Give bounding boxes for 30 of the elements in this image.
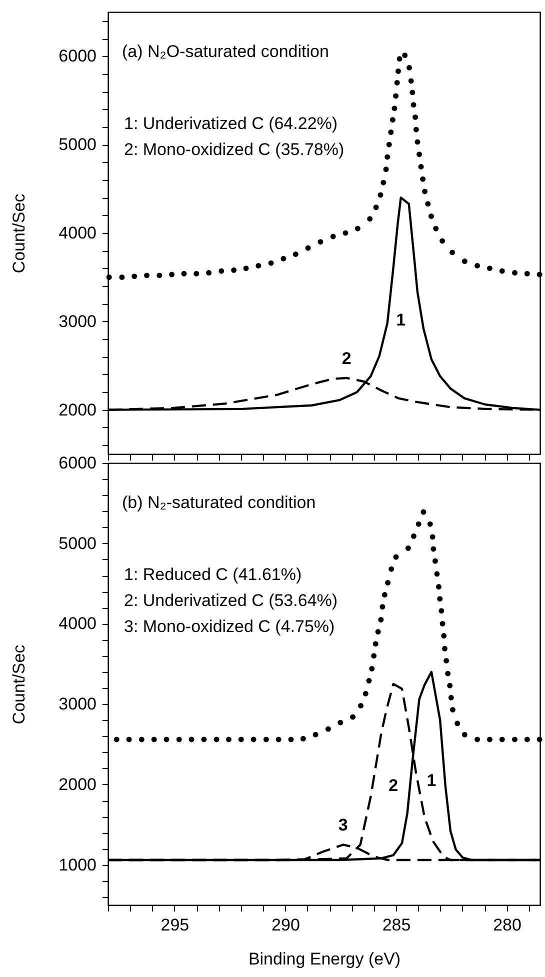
y-tick-label: 5000 — [58, 135, 96, 154]
series-label: 1 — [426, 771, 436, 790]
y-axis-title: Count/Sec — [10, 644, 29, 724]
annotation: 1: Underivatized C (64.22%) — [124, 114, 338, 133]
y-tick-label: 4000 — [58, 224, 96, 242]
y-tick-label: 3000 — [58, 694, 96, 714]
y-tick-label: 2000 — [58, 774, 96, 794]
series-label: 3 — [338, 816, 348, 835]
annotation: 3: Mono-oxidized C (4.75%) — [124, 617, 335, 636]
x-tick-label: 290 — [272, 916, 300, 934]
y-axis-title: Count/Sec — [10, 193, 29, 274]
annotation: 1: Reduced C (41.61%) — [124, 565, 302, 584]
series-label: 2 — [342, 348, 352, 368]
y-tick-label: 6000 — [58, 46, 96, 66]
x-axis-title: Binding Energy (eV) — [248, 950, 401, 968]
y-tick-label: 4000 — [58, 614, 96, 634]
y-tick-label: 3000 — [58, 312, 96, 331]
x-tick-label: 285 — [382, 916, 411, 934]
text: (b) N₂-saturated condition — [122, 493, 316, 512]
y-tick-label: 6000 — [58, 454, 96, 472]
x-tick-label: 295 — [160, 916, 190, 934]
y-tick-label: 2000 — [58, 400, 96, 420]
text: (a) N₂O-saturated condition — [122, 42, 329, 61]
annotation: 2: Underivatized C (53.64%) — [124, 591, 338, 610]
y-tick-label: 1000 — [58, 855, 96, 874]
x-tick-label: 280 — [493, 916, 522, 934]
y-tick-label: 5000 — [58, 534, 96, 553]
annotation: 2: Mono-oxidized C (35.78%) — [124, 140, 344, 159]
series-label: 2 — [388, 776, 398, 796]
series-label: 1 — [396, 310, 406, 330]
